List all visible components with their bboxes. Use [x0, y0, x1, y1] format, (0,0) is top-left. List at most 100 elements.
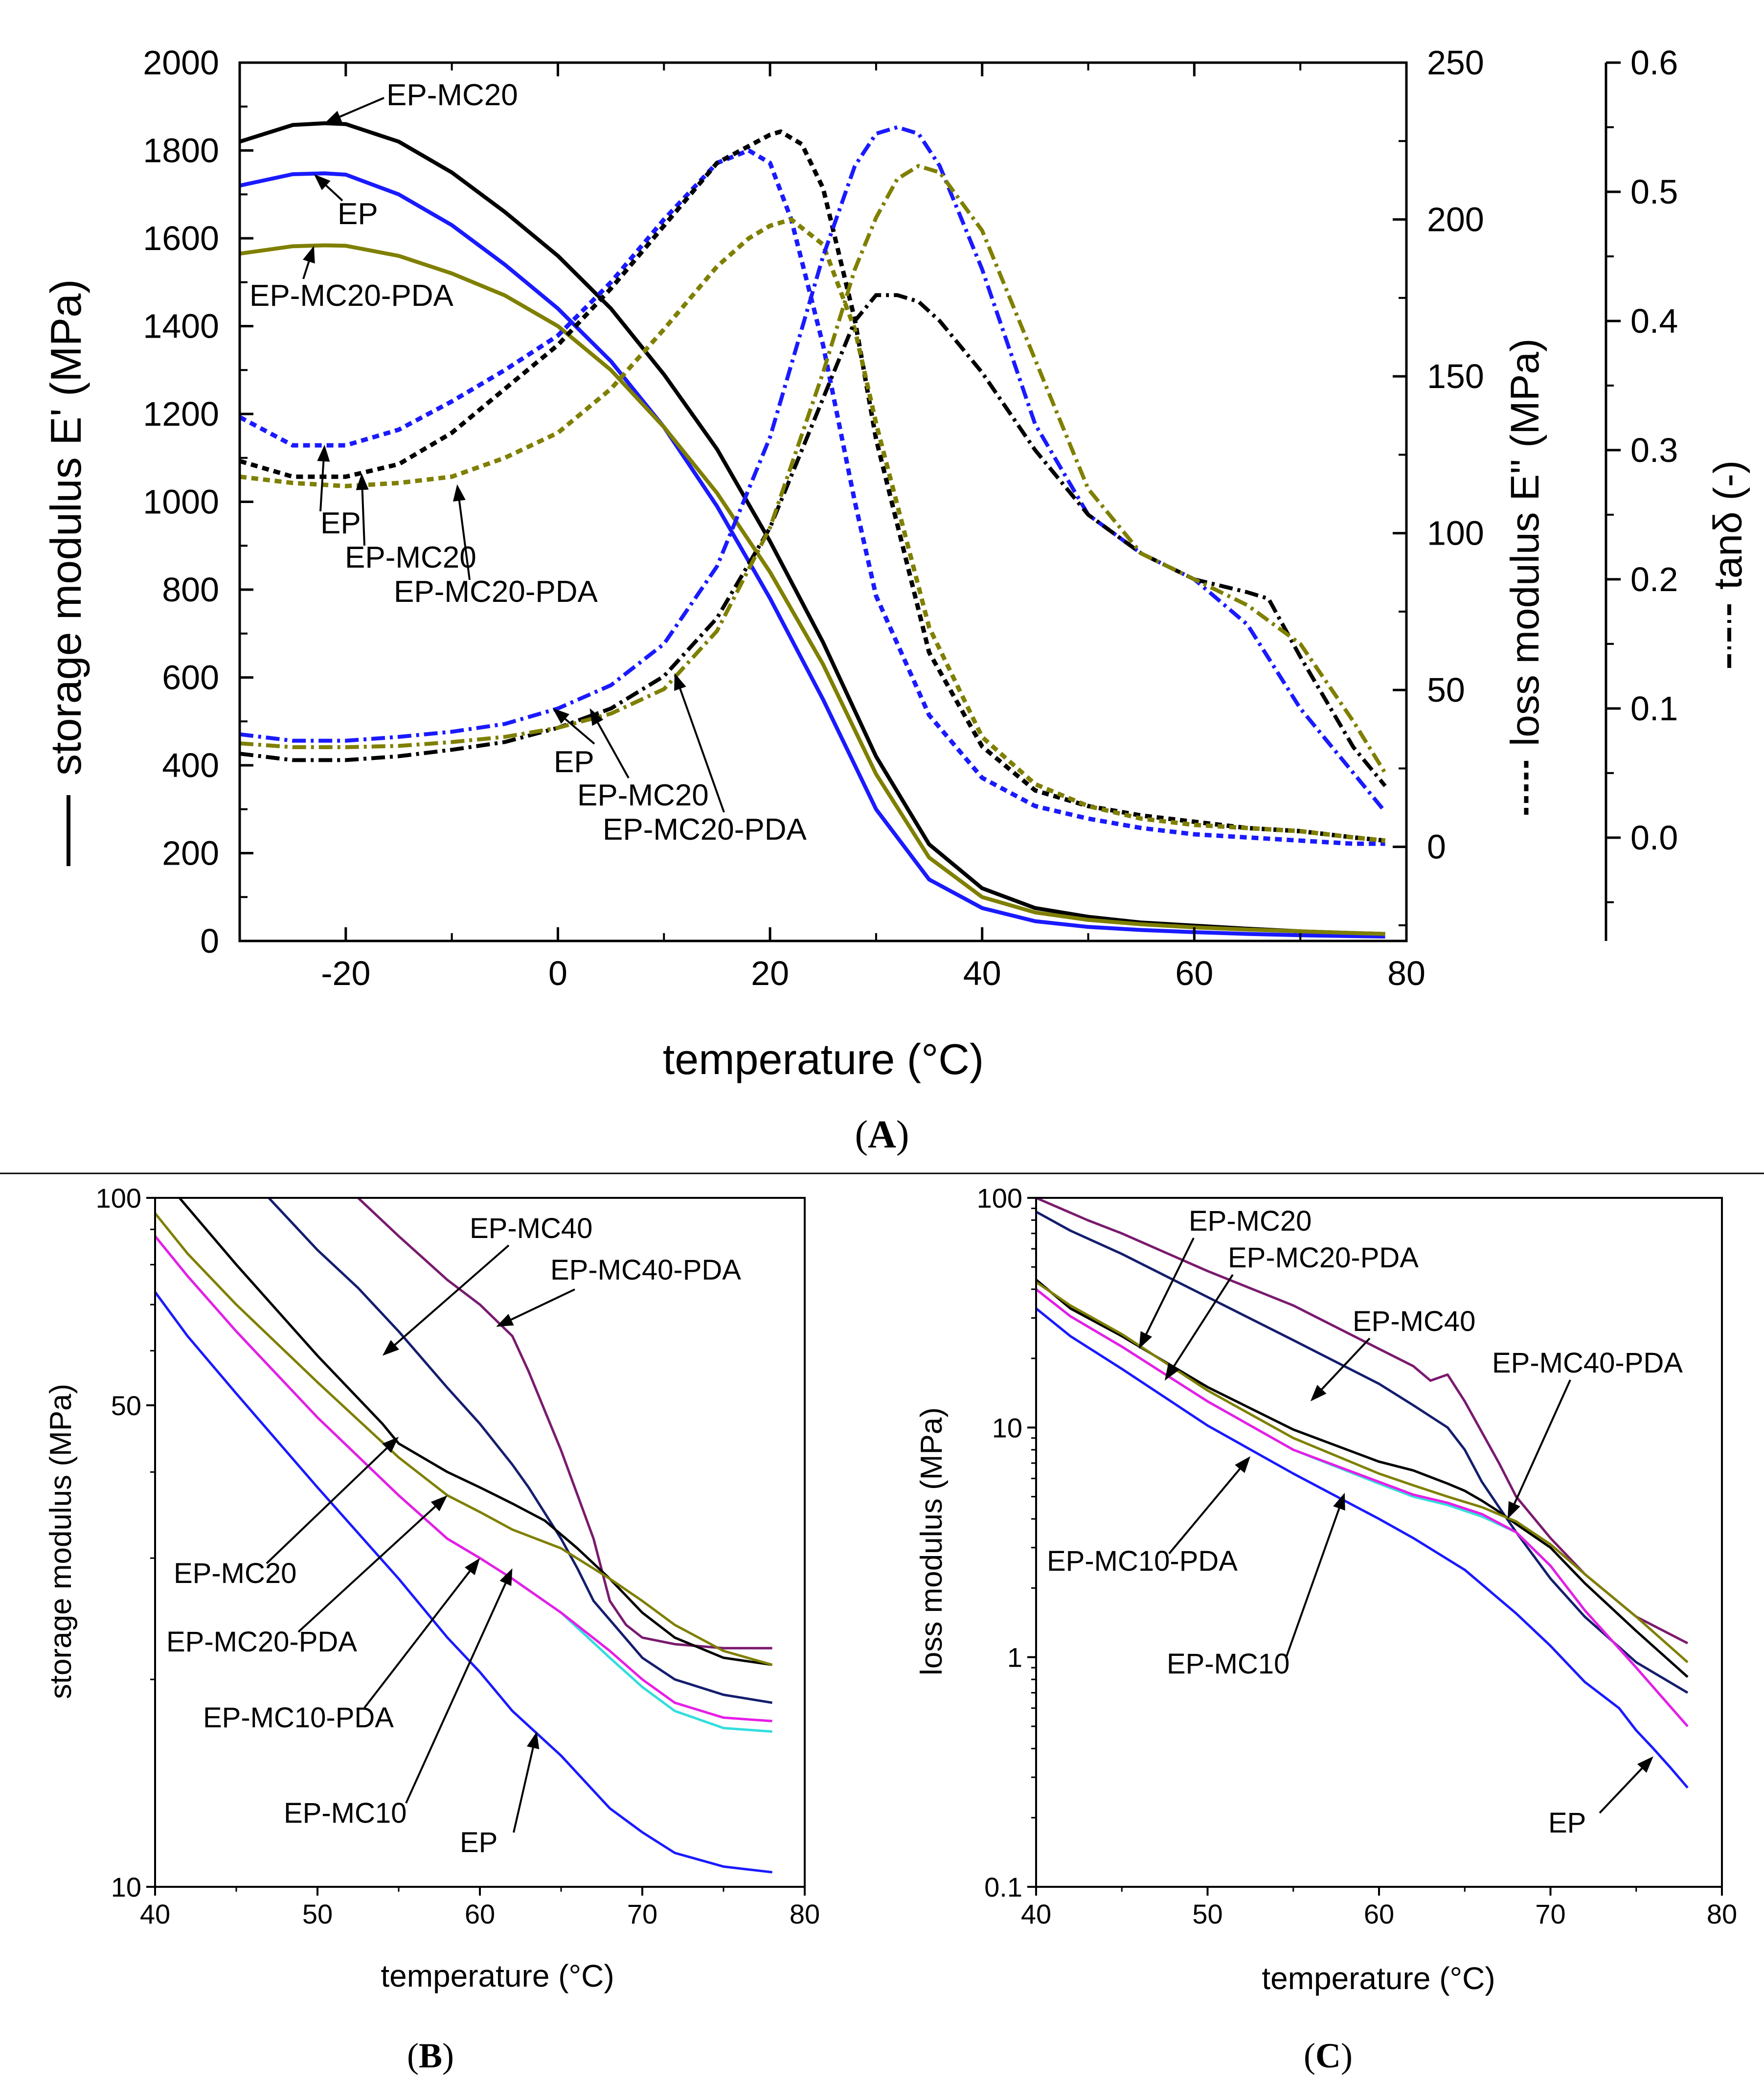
arrow-a-4 [356, 473, 369, 546]
panel-b-x-ticks: 40 50 60 70 80 [140, 1887, 820, 1929]
line-ep [1036, 1307, 1689, 1789]
arrow-c-2 [1310, 1337, 1371, 1401]
y2-tick-label: 0 [1427, 828, 1446, 866]
panel-a-y-axis-label-right: loss modulus E'' (MPa) [1503, 339, 1547, 815]
annotation-c-ep-mc10-pda: EP-MC10-PDA [1047, 1545, 1238, 1577]
y-tick-label: 50 [111, 1390, 141, 1421]
y-tick-label: 10 [992, 1412, 1022, 1443]
arrow-b-1 [496, 1288, 575, 1327]
annotation-c-ep-mc40-pda: EP-MC40-PDA [1492, 1347, 1683, 1379]
x-tick-label: 40 [963, 954, 1001, 992]
panel-b-letter: (B) [407, 2036, 454, 2075]
y-tick-label: 100 [977, 1183, 1022, 1214]
y2-tick-label: 100 [1427, 514, 1484, 552]
annotation-c-ep-mc20-pda: EP-MC20-PDA [1228, 1242, 1419, 1274]
panel-c-y-axis-label: loss modulus (MPa) [915, 1407, 949, 1675]
y-tick-label: 0 [200, 922, 219, 960]
panel-c-x-ticks: 40 50 60 70 80 [1021, 1887, 1737, 1929]
y-tick-label: 0.1 [984, 1872, 1022, 1902]
arrow-c-1 [1164, 1274, 1234, 1381]
arrow-b-3 [297, 1495, 448, 1633]
line-ep-mc40 [268, 1198, 773, 1704]
y-tick-label: 600 [162, 659, 219, 697]
panel-c-series [1036, 1198, 1689, 1789]
y3-tick-label: 0.0 [1630, 819, 1678, 857]
y2-tick-label: 200 [1427, 201, 1484, 239]
annotation-b-ep-mc20: EP-MC20 [174, 1558, 296, 1589]
y-tick-label: 1400 [143, 307, 219, 345]
x-tick-label: -20 [321, 954, 370, 992]
line-ep-mc20-pda-loss-modulus [240, 217, 1386, 843]
panel-a-y-axis-label-tandelta: tanδ (-) [1706, 460, 1750, 668]
arrow-c-4 [1168, 1456, 1251, 1555]
annotation-b-ep-mc40-pda: EP-MC40-PDA [550, 1254, 741, 1286]
panel-b: 40 50 60 70 80 10 50 100 temperature (°C) stor… [44, 1183, 820, 2075]
annotation-b-ep-mc10-pda: EP-MC10-PDA [203, 1702, 394, 1734]
x-tick-label: 80 [1387, 954, 1425, 992]
y-tick-label: 2000 [143, 44, 219, 82]
panel-a-y-axis-label-left: storage modulus E' (MPa) [42, 279, 90, 866]
line-ep-mc40-pda [1036, 1198, 1689, 1645]
arrow-a-3 [317, 444, 330, 512]
annotation-a-ep-mc20-pda-loss: EP-MC20-PDA [394, 575, 598, 609]
arrow-a-1 [314, 174, 343, 202]
arrow-c-3 [1507, 1379, 1571, 1519]
x-tick-label: 70 [627, 1899, 657, 1929]
line-ep-mc10-pda [155, 1235, 772, 1722]
line-ep-storage-modulus [240, 171, 1385, 939]
y-tick-label: 10 [111, 1872, 141, 1902]
panel-c-y-ticks: 0.1 1 10 100 [977, 1183, 1036, 1902]
arrow-a-6 [552, 708, 595, 745]
y3-tick-label: 0.1 [1630, 689, 1678, 728]
panel-c-x-axis-label: temperature (°C) [1262, 1961, 1495, 1996]
y-tick-label: 800 [162, 571, 219, 609]
x-tick-label: 80 [790, 1899, 820, 1929]
x-tick-label: 0 [548, 954, 567, 992]
panel-c-plot-frame [1035, 1197, 1723, 1888]
panel-a-y-ticks-left: 0 200 400 600 800 1000 1200 1400 1600 1800 2000 [143, 44, 253, 960]
panel-b-y-ticks: 10 50 100 [96, 1183, 155, 1902]
y3-tick-label: 0.3 [1630, 431, 1678, 469]
annotation-c-ep-mc10: EP-MC10 [1167, 1648, 1289, 1680]
line-ep-mc20-pda-tandelta [240, 163, 1387, 774]
arrow-c-0 [1139, 1237, 1195, 1349]
x-tick-label: 60 [465, 1899, 495, 1929]
panel-a-annotations: EP-MC20 EP EP-MC20-PDA EP EP-MC20 EP-MC2… [249, 78, 807, 847]
y-tick-label: 1 [1007, 1642, 1022, 1673]
panel-b-x-axis-label: temperature (°C) [381, 1958, 614, 1993]
x-tick-label: 50 [1192, 1899, 1222, 1929]
arrow-c-5 [1286, 1492, 1345, 1657]
x-tick-label: 40 [1021, 1899, 1051, 1929]
line-ep-mc20-pda [155, 1212, 773, 1666]
arrow-b-0 [382, 1244, 510, 1356]
line-ep-mc40 [1036, 1211, 1689, 1694]
y3-tick-label: 0.4 [1630, 302, 1678, 340]
arrow-a-0 [324, 97, 384, 123]
y-tick-label: 1200 [143, 395, 219, 433]
x-tick-label: 50 [302, 1899, 333, 1929]
annotation-a-ep-mc20-loss: EP-MC20 [345, 541, 476, 574]
panel-a-x-ticks: -20 0 20 40 60 80 [239, 63, 1425, 992]
panel-b-y-axis-label: storage modulus (MPa) [44, 1384, 78, 1699]
tandelta-axis-title: tanδ (-) [1706, 460, 1750, 590]
y2-tick-label: 50 [1427, 671, 1465, 709]
y3-tick-label: 0.6 [1630, 44, 1678, 82]
arrow-c-6 [1599, 1756, 1653, 1814]
panel-a-y-ticks-tandelta: 0.0 0.1 0.2 0.3 0.4 0.5 0.6 [1605, 44, 1678, 941]
line-ep-mc20-pda-storage-modulus [240, 243, 1385, 936]
loss-modulus-axis-title: loss modulus E'' (MPa) [1503, 339, 1547, 746]
y-tick-label: 1600 [143, 219, 219, 257]
panel-a-series-tandelta [240, 125, 1387, 813]
annotation-a-ep-mc20-storage: EP-MC20 [386, 78, 518, 112]
panel-a-series-storage [240, 121, 1385, 939]
panel-b-plot-frame [154, 1197, 806, 1888]
x-tick-label: 60 [1175, 954, 1213, 992]
panel-a-letter: (A) [855, 1113, 909, 1156]
arrow-b-5 [405, 1568, 513, 1804]
annotation-a-ep-loss: EP [320, 506, 361, 540]
line-ep-mc20-pda [1036, 1281, 1689, 1663]
x-tick-label: 70 [1535, 1899, 1565, 1929]
x-tick-label: 80 [1707, 1899, 1737, 1929]
panel-a-y-ticks-right: 0 50 100 150 200 250 [1393, 44, 1484, 926]
